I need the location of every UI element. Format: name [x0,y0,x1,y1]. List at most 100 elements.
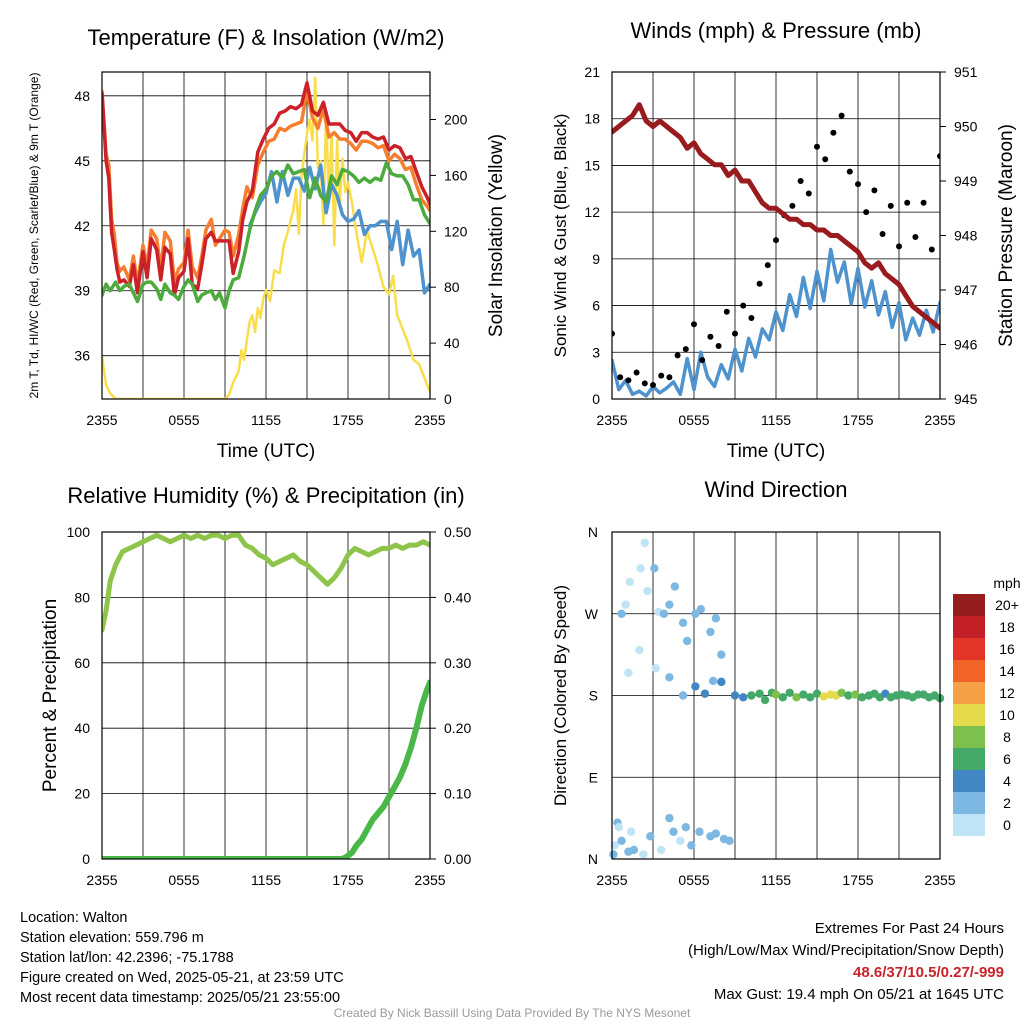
data-point [670,582,680,591]
data-point [678,618,688,628]
legend-label: 6 [1003,751,1011,767]
series-line-3 [102,81,430,297]
data-point [792,693,801,702]
data-point [904,199,911,206]
data-point [814,143,820,150]
y2-tick-label: 951 [954,64,978,80]
data-point [610,841,619,850]
extremes-description: (High/Low/Max Wind/Precipitation/Snow De… [688,942,1004,959]
x-tick-label: 1155 [761,412,791,428]
legend-swatch [953,792,985,814]
data-point [855,181,861,188]
legend-label: 10 [999,707,1015,723]
data-point [764,262,771,269]
data-point [612,330,615,337]
y-tick-label: 36 [74,348,90,364]
data-point [711,614,721,623]
data-point [812,689,822,698]
data-point [687,841,696,850]
data-point [771,690,781,699]
y2-tick-label: 947 [954,282,978,298]
data-point [756,280,763,287]
x-tick-label: 2355 [86,412,117,428]
x-tick-label: 1155 [251,412,281,428]
data-point [879,230,886,237]
data-point [633,369,640,376]
y-tick-label: 100 [67,524,91,540]
data-point [696,605,706,614]
data-point [676,836,685,846]
legend-swatch [953,748,985,770]
legend-swatch [953,638,985,660]
data-point [700,689,710,698]
data-point [640,538,649,548]
data-point [636,564,645,573]
x-tick-label: 0555 [678,412,709,428]
plot-frame [611,71,941,400]
data-point [844,691,853,700]
data-point [723,308,730,315]
x-tick-label: 1755 [332,872,363,888]
data-point [646,832,655,841]
x-tick-label: 1755 [332,412,363,428]
plot-frame [101,531,431,860]
data-point [819,692,829,701]
series-line-5 [102,161,430,310]
data-point [730,691,740,700]
data-point [711,829,721,838]
legend-label: 8 [1003,729,1011,745]
extremes-box: Extremes For Past 24 Hours (High/Low/Max… [688,918,1004,1006]
chart-title: Temperature (F) & Insolation (W/m2) [88,25,445,50]
data-point [625,577,634,587]
y-tick-label: 12 [584,204,600,220]
data-point [691,321,697,328]
y2-axis-label: Solar Insolation (Yellow) [486,134,507,337]
data-point [760,695,770,705]
data-point [830,129,837,136]
plot-frame [611,531,941,860]
created-text: Figure created on Wed, 2025-05-21, at 23… [20,970,344,986]
series-group [102,532,430,859]
y2-tick-label: 948 [954,228,978,244]
data-point [748,315,755,322]
data-point [920,199,927,206]
data-point [626,827,636,836]
series-line-4 [247,163,430,295]
legend-label: 18 [999,619,1015,635]
series-group [612,102,940,398]
data-point [609,850,618,859]
data-point [785,688,794,697]
x-axis-label: Time (UTC) [727,441,826,462]
x-tick-label: 1755 [842,412,873,428]
data-point [614,823,624,832]
data-point [666,374,673,381]
legend-swatch [953,660,985,682]
x-tick-label: 2355 [924,412,955,428]
data-point [682,636,692,646]
data-point [747,691,756,700]
x-axis-label: Time (UTC) [217,441,316,462]
y2-tick-label: 949 [954,173,978,189]
x-tick-label: 1155 [761,872,791,888]
y2-tick-label: 80 [444,279,460,295]
chart-title: Relative Humidity (%) & Precipitation (i… [67,483,464,508]
data-point [665,600,674,609]
legend-label: 2 [1003,795,1011,811]
data-point [708,676,718,686]
legend-label: 14 [999,663,1015,679]
y-tick-label: N [588,851,598,867]
x-tick-label: 1155 [251,872,281,888]
station-info: Location: Walton Station elevation: 559.… [20,908,344,1008]
data-point [665,813,674,823]
credit-text: Created By Nick Bassill Using Data Provi… [333,1006,691,1020]
y-axis-label: Sonic Wind & Gust (Blue, Black) [551,114,570,358]
series-line-1 [612,247,940,398]
data-point [681,823,690,832]
location-text: Location: Walton [20,910,128,926]
data-point [851,690,860,699]
x-tick-label: 2355 [86,872,117,888]
data-point [863,209,870,216]
data-point [805,190,812,197]
data-point [674,352,681,359]
data-point [732,330,738,337]
